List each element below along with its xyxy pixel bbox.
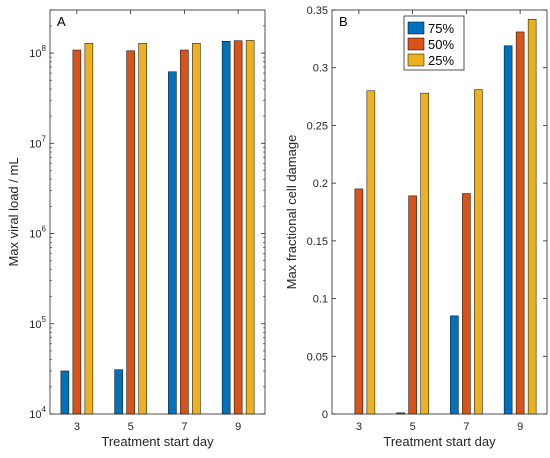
y-tick-label: 0.3 <box>313 63 328 75</box>
x-tick-label: 7 <box>181 421 187 433</box>
x-axis-label: Treatment start day <box>383 434 496 449</box>
legend-swatch <box>407 37 425 51</box>
bar-25pct <box>527 18 537 415</box>
panel-b-chart: B 0 0.05 0.1 0.15 0.2 0.25 0.3 0.35 3 5 7 9 Treatment… <box>284 5 548 449</box>
bar-25pct <box>192 43 201 415</box>
bar-50pct <box>462 193 471 415</box>
bar-75pct <box>396 412 405 415</box>
bar-50pct <box>408 195 417 415</box>
bar-75pct <box>450 315 459 415</box>
legend-label: 25% <box>428 53 454 68</box>
x-tick-label: 7 <box>463 421 469 433</box>
y-tick-label: 106 <box>29 225 46 241</box>
bar-25pct <box>366 90 376 415</box>
x-tick-label: 3 <box>356 421 362 433</box>
legend-label: 50% <box>428 37 454 52</box>
axes-box <box>331 9 548 415</box>
bar-50pct <box>72 49 82 415</box>
bar-50pct <box>126 50 135 415</box>
legend: 75%50%25% <box>403 15 465 71</box>
y-tick-label: 0.05 <box>307 351 328 363</box>
y-axis-label: Max viral load / mL <box>6 157 21 266</box>
y-tick-label: 0.35 <box>307 5 328 17</box>
y-tick-label: 0 <box>322 409 328 421</box>
bar-50pct <box>180 49 189 415</box>
bar-75pct <box>503 45 513 415</box>
bar-25pct <box>245 40 255 415</box>
bar-50pct <box>515 31 525 415</box>
y-tick-label: 0.1 <box>313 294 328 306</box>
bar-25pct <box>474 89 483 415</box>
y-tick-label: 0.15 <box>307 236 328 248</box>
y-tick-label: 105 <box>29 315 46 331</box>
y-axis-label: Max fractional cell damage <box>284 135 299 290</box>
panel-a-chart: A 104 105 106 107 108 3 5 7 9 Treatment start day M… <box>6 9 266 449</box>
axes-box <box>49 9 266 415</box>
y-tick-label: 0.2 <box>313 178 328 190</box>
bar-25pct <box>138 43 147 415</box>
y-tick-label: 0.25 <box>307 120 328 132</box>
bar-50pct <box>233 40 243 415</box>
bar-25pct <box>84 43 94 415</box>
legend-swatch <box>407 53 425 67</box>
bar-75pct <box>114 369 123 415</box>
bar-75pct <box>221 41 231 415</box>
panel-tag: A <box>57 14 66 29</box>
legend-swatch <box>407 21 425 35</box>
x-tick-label: 5 <box>128 421 134 433</box>
x-tick-label: 5 <box>410 421 416 433</box>
bar-75pct <box>60 370 70 415</box>
x-tick-label: 3 <box>74 421 80 433</box>
bar-75pct <box>168 71 177 415</box>
x-tick-label: 9 <box>235 421 241 433</box>
x-axis-label: Treatment start day <box>101 434 214 449</box>
panel-tag: B <box>339 14 348 29</box>
bar-25pct <box>420 92 429 415</box>
bar-50pct <box>354 188 364 415</box>
x-tick-label: 9 <box>517 421 523 433</box>
legend-label: 75% <box>428 21 454 36</box>
y-tick-label: 107 <box>29 134 46 150</box>
y-tick-label: 104 <box>29 405 46 421</box>
y-tick-label: 108 <box>29 44 46 60</box>
